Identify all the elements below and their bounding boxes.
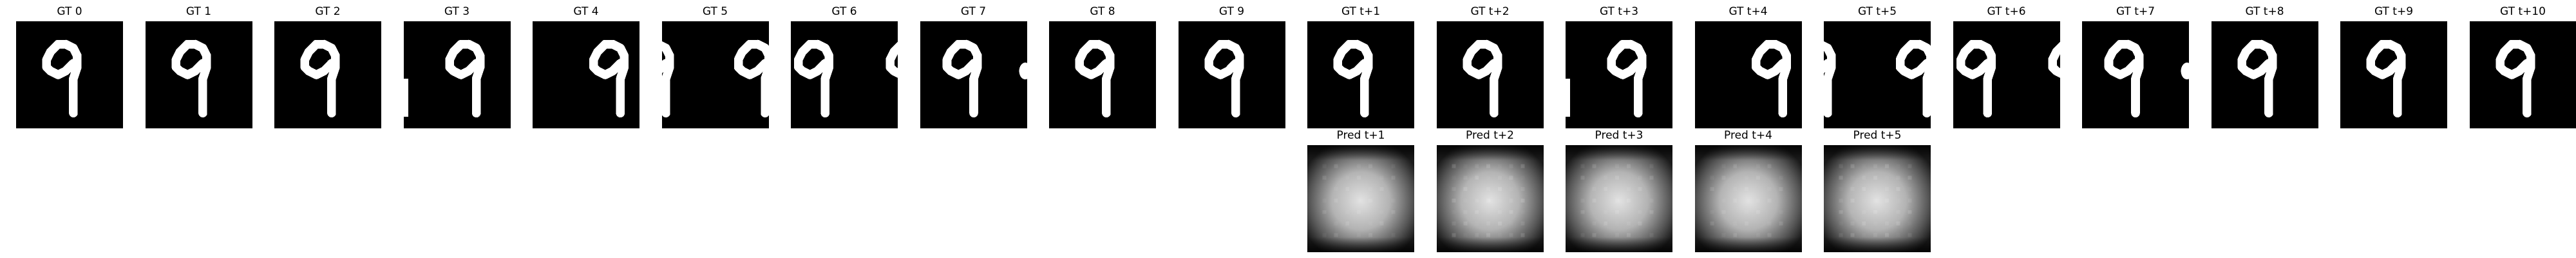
frame-title: GT 6 bbox=[831, 5, 857, 18]
frame-image bbox=[1824, 21, 1931, 128]
frame-title: Pred t+3 bbox=[1595, 129, 1643, 142]
frame-title: Pred t+2 bbox=[1466, 129, 1514, 142]
frame-image bbox=[1824, 145, 1931, 252]
frame-image bbox=[1436, 21, 1544, 128]
frame-image bbox=[2340, 21, 2447, 128]
frame-title: Pred t+1 bbox=[1336, 129, 1385, 142]
frame-title: GT t+9 bbox=[2374, 5, 2414, 18]
frame-image bbox=[2211, 21, 2318, 128]
frame-title: GT 3 bbox=[444, 5, 470, 18]
frame-title: GT 7 bbox=[960, 5, 987, 18]
frame-image bbox=[403, 21, 511, 128]
frame-image bbox=[2082, 21, 2189, 128]
frame-title: GT 1 bbox=[185, 5, 212, 18]
frame-image bbox=[1436, 145, 1544, 252]
frame-image bbox=[145, 21, 252, 128]
frame-image bbox=[1694, 145, 1802, 252]
frame-title: GT t+6 bbox=[1987, 5, 2026, 18]
frame-image bbox=[533, 21, 639, 128]
frame-image bbox=[1694, 21, 1802, 128]
frame-title: GT t+3 bbox=[1599, 5, 1639, 18]
frame-image bbox=[1953, 21, 2060, 128]
frame-title: GT t+4 bbox=[1728, 5, 1768, 18]
frame-title: Pred t+5 bbox=[1853, 129, 1902, 142]
frame-title: GT t+1 bbox=[1341, 5, 1381, 18]
frame-image bbox=[1307, 21, 1414, 128]
frame-title: GT t+2 bbox=[1470, 5, 1510, 18]
frame-image bbox=[1566, 145, 1672, 252]
frame-image bbox=[2469, 21, 2576, 128]
frame-image bbox=[1307, 145, 1414, 252]
frame-image bbox=[791, 21, 898, 128]
frame-image bbox=[661, 21, 769, 128]
frame-title: GT 2 bbox=[315, 5, 341, 18]
frame-title: GT 9 bbox=[1218, 5, 1245, 18]
frame-title: GT t+5 bbox=[1857, 5, 1897, 18]
frame-image bbox=[1178, 21, 1285, 128]
frame-title: GT t+8 bbox=[2245, 5, 2284, 18]
frame-image bbox=[274, 21, 381, 128]
frame-title: GT t+10 bbox=[2500, 5, 2546, 18]
frame-image bbox=[1049, 21, 1156, 128]
frame-title: GT 5 bbox=[702, 5, 728, 18]
frame-image bbox=[1566, 21, 1672, 128]
frame-title: Pred t+4 bbox=[1724, 129, 1772, 142]
frame-title: GT t+7 bbox=[2116, 5, 2155, 18]
frame-title: GT 8 bbox=[1090, 5, 1115, 18]
frame-title: GT 4 bbox=[573, 5, 599, 18]
frame-image bbox=[920, 21, 1027, 128]
frame-image bbox=[16, 21, 123, 128]
frame-title: GT 0 bbox=[57, 5, 82, 18]
